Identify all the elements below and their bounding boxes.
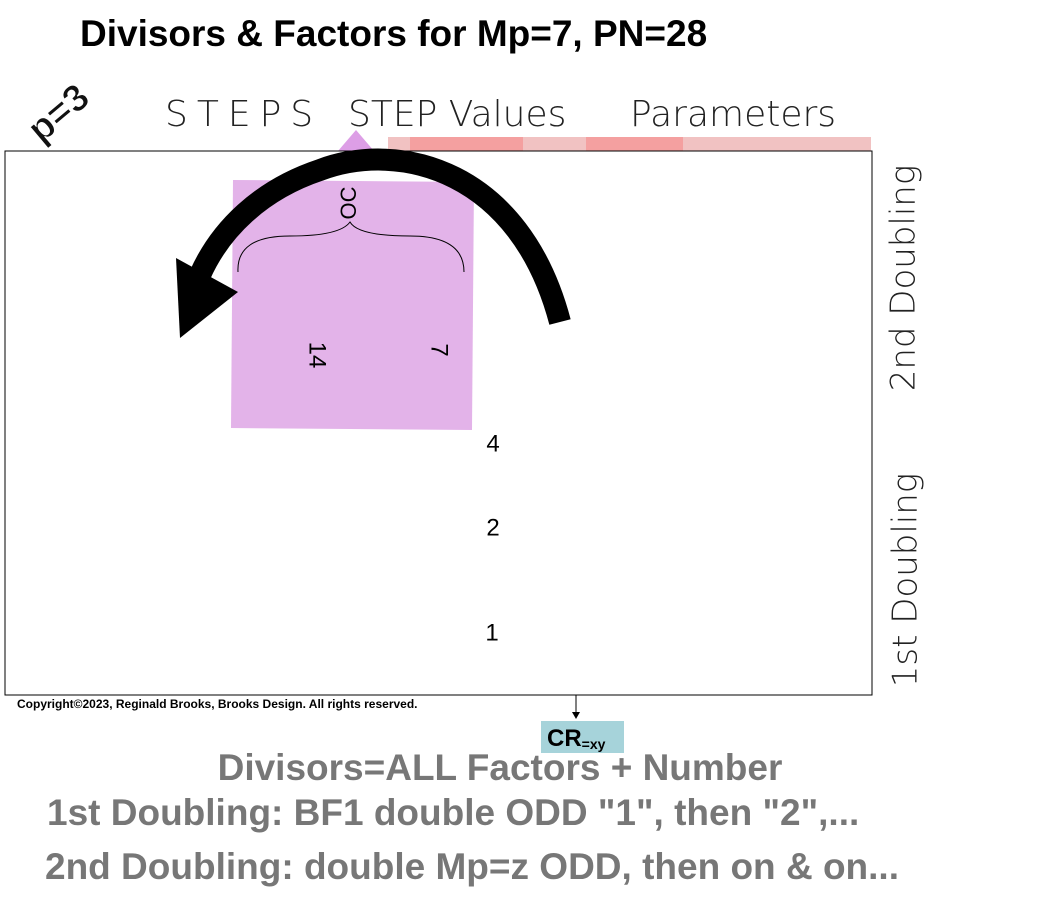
step-marker bbox=[338, 130, 374, 151]
cr-pointer-head bbox=[572, 712, 580, 719]
copyright: Copyright©2023, Reginald Brooks, Brooks … bbox=[17, 697, 418, 711]
title: Divisors & Factors for Mp=7, PN=28 bbox=[80, 13, 707, 54]
parameter-cell bbox=[586, 137, 683, 151]
side-label: 1st Doubling bbox=[886, 473, 926, 687]
cr-label: CR=xy bbox=[547, 725, 606, 752]
parameter-cell bbox=[410, 137, 523, 151]
note: 1st Doubling: BF1 double ODD "1", then "… bbox=[47, 792, 859, 833]
oc-square bbox=[231, 180, 474, 430]
parameters-heading: Parameters bbox=[630, 94, 836, 135]
value-label: 2 bbox=[486, 514, 499, 541]
note: Divisors=ALL Factors + Number bbox=[218, 747, 783, 788]
steps-heading: STEPS bbox=[165, 94, 322, 135]
value-label: 1 bbox=[485, 619, 498, 646]
value-label: 7 bbox=[426, 343, 453, 356]
p-label: p=3 bbox=[20, 76, 98, 151]
step-values-heading: STEP Values bbox=[348, 94, 566, 135]
oc-label: OC bbox=[336, 186, 361, 219]
cr-sub: =xy bbox=[582, 736, 606, 752]
value-label: 14 bbox=[304, 342, 331, 369]
arrow-arc bbox=[189, 148, 571, 325]
brace bbox=[237, 221, 465, 273]
note: 2nd Doubling: double Mp=z ODD, then on &… bbox=[45, 846, 899, 887]
cr-main: CR bbox=[547, 725, 582, 752]
arrow-head bbox=[176, 258, 238, 338]
cr-box bbox=[541, 721, 624, 753]
side-label: 2nd Doubling bbox=[884, 165, 924, 392]
value-label: 4 bbox=[486, 430, 499, 457]
